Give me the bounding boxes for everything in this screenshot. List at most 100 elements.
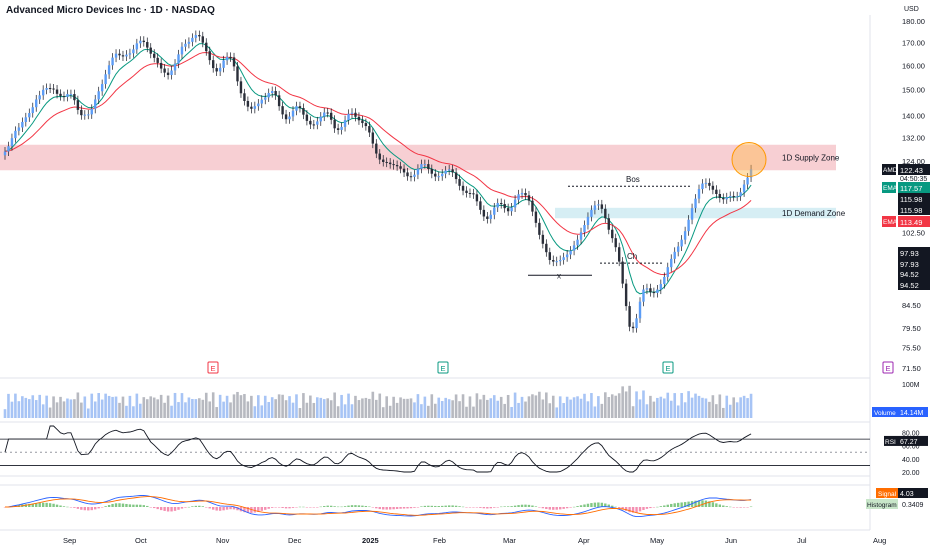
volume-bar xyxy=(305,402,309,418)
macd-histogram-bar xyxy=(354,505,357,507)
time-tick-label: Mar xyxy=(503,536,516,545)
volume-bar xyxy=(114,396,118,418)
macd-histogram-bar xyxy=(541,507,545,509)
volume-bar xyxy=(38,394,41,418)
candle xyxy=(673,251,676,259)
volume-bar xyxy=(572,397,576,418)
ema-slow-tag-value: 113.49 xyxy=(900,218,922,227)
macd-histogram-bar xyxy=(135,504,139,507)
volume-bar xyxy=(631,406,635,418)
macd-histogram-bar xyxy=(357,505,361,507)
candle xyxy=(666,267,669,277)
macd-histogram-bar xyxy=(83,507,87,511)
volume-bar xyxy=(90,393,94,418)
macd-histogram-bar xyxy=(371,507,375,508)
candle xyxy=(690,208,694,220)
price-tick-label: 180.00 xyxy=(902,17,925,26)
candle xyxy=(597,204,600,206)
volume-bar xyxy=(718,394,722,418)
volume-bar xyxy=(506,394,510,418)
volume-bar xyxy=(746,398,749,418)
volume-bar xyxy=(97,393,100,418)
candle xyxy=(329,112,333,120)
macd-histogram-bar xyxy=(746,507,749,508)
volume-bar xyxy=(562,403,565,418)
volume-bar xyxy=(45,395,48,418)
macd-histogram-bar xyxy=(153,507,156,509)
candle xyxy=(302,108,305,115)
candle xyxy=(496,203,499,208)
price-label: 97.93 xyxy=(900,260,919,269)
macd-histogram-bar xyxy=(444,505,447,507)
candle xyxy=(593,205,597,210)
volume-bar xyxy=(184,402,187,418)
macd-histogram-bar xyxy=(388,507,392,510)
candle xyxy=(732,195,735,197)
volume-bar xyxy=(649,395,652,418)
macd-histogram-bar xyxy=(486,507,489,509)
candle xyxy=(565,254,569,258)
price-label-bg xyxy=(898,268,930,279)
volume-bar xyxy=(3,409,7,418)
macd-histogram-bar xyxy=(666,504,669,507)
macd-histogram-bar xyxy=(687,501,690,507)
volume-bar xyxy=(59,396,62,418)
macd-histogram-bar xyxy=(441,505,444,507)
macd-histogram-bar xyxy=(111,503,114,507)
volume-bar xyxy=(267,402,271,418)
volume-bar xyxy=(440,401,444,418)
candle xyxy=(194,35,198,38)
candle xyxy=(503,204,506,209)
candle xyxy=(382,159,385,162)
volume-bar xyxy=(104,393,107,418)
ema-fast-tag-name-bg xyxy=(882,182,896,193)
candle xyxy=(402,168,406,173)
candle xyxy=(357,116,361,121)
rsi-tick-label: 60.00 xyxy=(902,444,920,451)
volume-bar xyxy=(413,402,416,418)
volume-bar xyxy=(284,400,288,418)
candle xyxy=(569,250,572,255)
candle xyxy=(364,123,368,127)
volume-bar xyxy=(41,404,45,418)
macd-histogram-bar xyxy=(576,506,579,507)
candle xyxy=(486,216,489,219)
candle xyxy=(277,95,281,107)
macd-histogram-bar xyxy=(76,507,80,509)
macd-histogram-bar xyxy=(694,500,697,507)
volume-bar xyxy=(499,396,503,418)
ema-fast-tag-bg xyxy=(898,182,930,193)
volume-bar xyxy=(34,400,38,418)
candle xyxy=(722,197,725,200)
candle xyxy=(527,195,531,201)
volume-bar xyxy=(201,399,205,418)
candle xyxy=(729,195,732,198)
candle xyxy=(416,168,420,175)
macd-histogram-bar xyxy=(212,507,215,510)
candle xyxy=(746,177,749,185)
volume-bar xyxy=(635,391,638,418)
candle xyxy=(715,189,718,194)
candle xyxy=(24,117,28,122)
volume-bar xyxy=(83,396,87,418)
candle xyxy=(218,67,222,72)
macd-histogram-bar xyxy=(118,503,121,507)
volume-bar xyxy=(357,400,361,418)
macd-histogram-bar xyxy=(316,507,319,508)
volume-bar xyxy=(732,397,735,418)
volume-bar xyxy=(62,401,66,418)
volume-bar xyxy=(701,397,704,418)
macd-histogram-bar xyxy=(645,507,649,509)
macd-histogram-bar xyxy=(69,507,73,508)
candle xyxy=(340,126,343,130)
macd-histogram-bar xyxy=(475,507,479,508)
macd-histogram-bar xyxy=(416,507,420,508)
volume-bar xyxy=(489,398,493,418)
candle xyxy=(371,132,375,144)
candle xyxy=(62,96,66,98)
candle xyxy=(59,93,62,97)
volume-bar xyxy=(624,391,628,418)
volume-bar xyxy=(76,392,80,418)
macd-histogram-bar xyxy=(323,506,326,507)
